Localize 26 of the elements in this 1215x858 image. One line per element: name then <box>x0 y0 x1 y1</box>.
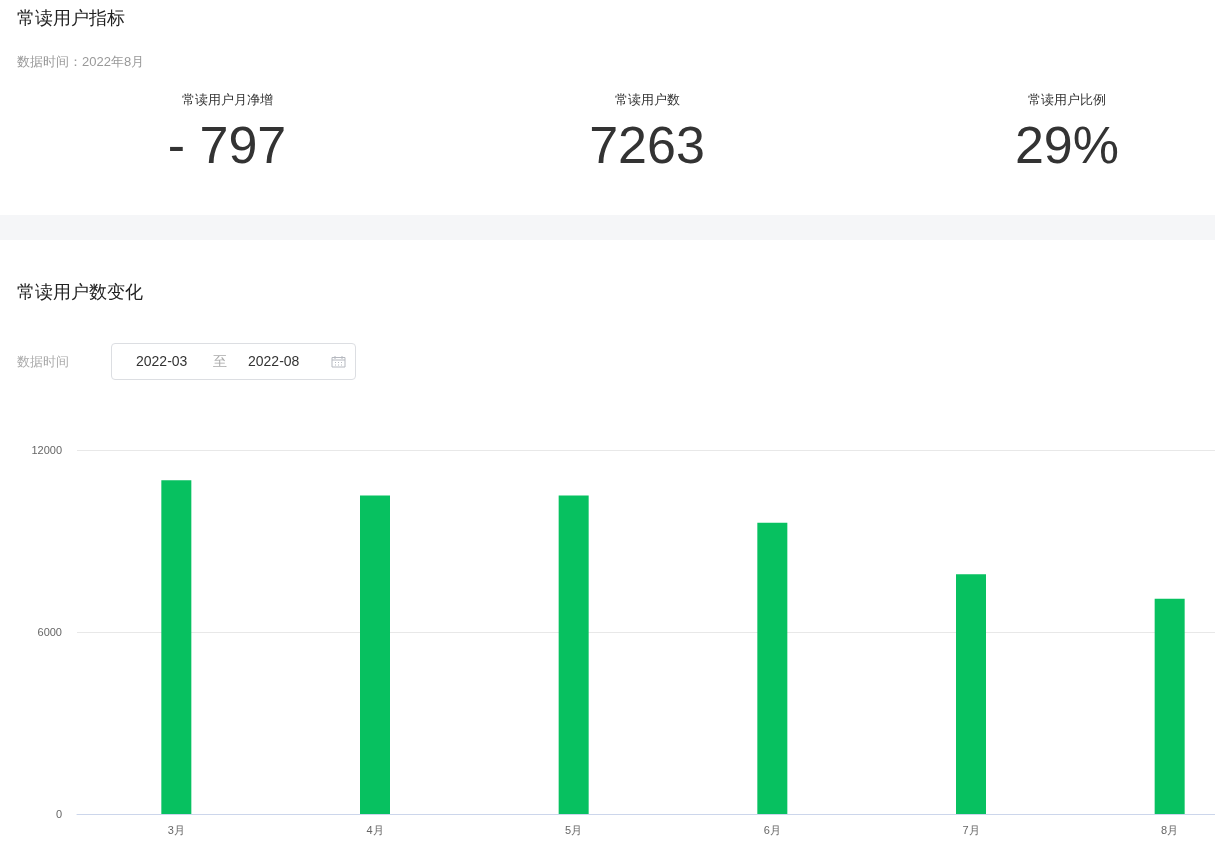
y-tick-label: 12000 <box>31 444 62 456</box>
text: - 797 <box>167 116 287 174</box>
category-label: 常读用户月净增 <box>180 91 274 109</box>
bar <box>558 495 589 814</box>
text: 数据时间 <box>17 353 69 371</box>
y-tick-label: 6000 <box>37 626 62 638</box>
bar <box>956 574 986 814</box>
x-tick-label: 3月 <box>167 823 185 836</box>
category-label: 常读用户数 <box>613 91 681 109</box>
bar <box>757 522 788 814</box>
text: 数据时间：2022年8月 <box>17 53 145 71</box>
bar <box>161 480 192 814</box>
y-tick-label: 0 <box>55 808 62 820</box>
date-range-field: 2022-03 至 2022-08 <box>111 343 356 380</box>
bar <box>1154 598 1185 814</box>
bar <box>360 495 390 814</box>
text: 常读用户指标 <box>17 7 125 30</box>
category-label: 常读用户比例 <box>1027 91 1107 109</box>
x-tick-label: 8月 <box>1161 823 1179 836</box>
chart-title: 常读用户数变化 <box>17 281 143 304</box>
x-tick-label: 6月 <box>763 823 781 836</box>
text: 29% <box>1014 116 1120 174</box>
x-tick-label: 5月 <box>565 823 583 836</box>
x-tick-label: 7月 <box>962 823 980 836</box>
x-tick-label: 4月 <box>366 823 384 836</box>
text: 7263 <box>589 116 705 174</box>
